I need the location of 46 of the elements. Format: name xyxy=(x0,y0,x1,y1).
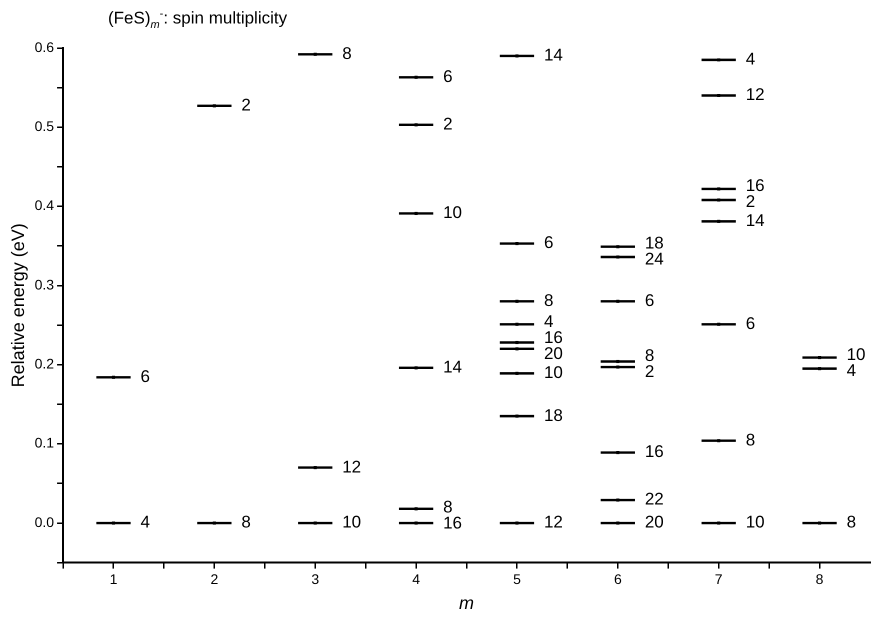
annotation: 14 xyxy=(544,46,563,65)
annotation: 20 xyxy=(644,512,664,532)
annotation: 8 xyxy=(846,512,856,532)
annotation: 18 xyxy=(544,406,563,425)
annotation: 12 xyxy=(544,512,563,532)
annotation: 2 xyxy=(241,95,251,114)
y-tick-label: 0.2 xyxy=(34,356,54,372)
annotation: 12 xyxy=(746,85,765,104)
annotation: 10 xyxy=(443,203,462,222)
x-tick-label: 5 xyxy=(513,570,522,587)
annotation: 10 xyxy=(342,512,362,532)
annotation: 8 xyxy=(544,291,554,310)
y-axis-title: Relative energy (eV) xyxy=(8,223,28,388)
annotation: 8 xyxy=(342,44,352,64)
x-tick-label: 7 xyxy=(714,570,723,587)
y-tick-label: 0.4 xyxy=(34,197,54,214)
annotation: 12 xyxy=(342,457,362,476)
annotation: 8 xyxy=(241,512,251,532)
annotation: 4 xyxy=(140,512,150,532)
x-tick-label: 6 xyxy=(614,570,622,587)
y-tick-label: 0.5 xyxy=(34,118,54,134)
x-tick-label: 8 xyxy=(816,570,824,587)
y-tick-label: 0.1 xyxy=(34,434,54,451)
annotation: 16 xyxy=(644,442,664,462)
annotation: 10 xyxy=(746,512,765,532)
y-tick-label: 0.6 xyxy=(34,38,54,55)
annotation: 14 xyxy=(443,358,462,377)
x-axis-title: m xyxy=(459,593,474,614)
annotation: 4 xyxy=(746,50,756,69)
x-tick-label: 4 xyxy=(412,570,420,587)
x-tick-label: 3 xyxy=(311,570,320,587)
annotation: 2 xyxy=(443,114,453,134)
annotation: 6 xyxy=(746,314,756,333)
annotation: 10 xyxy=(544,363,563,382)
text: 0.0 xyxy=(34,514,54,530)
annotation: 14 xyxy=(746,211,765,230)
chart-title: (FeS)$_{m}$$^{-}$: spin multiplicity xyxy=(108,8,288,32)
x-tick-label: 2 xyxy=(210,570,218,587)
annotation: 6 xyxy=(644,291,654,310)
annotation: 8 xyxy=(746,430,756,450)
annotation: 6 xyxy=(544,233,554,252)
y-tick-label: 0.3 xyxy=(34,276,54,292)
annotation: 6 xyxy=(443,66,453,86)
annotation: 6 xyxy=(140,367,150,386)
x-tick-label: 1 xyxy=(110,570,118,587)
annotation: 22 xyxy=(644,490,664,509)
